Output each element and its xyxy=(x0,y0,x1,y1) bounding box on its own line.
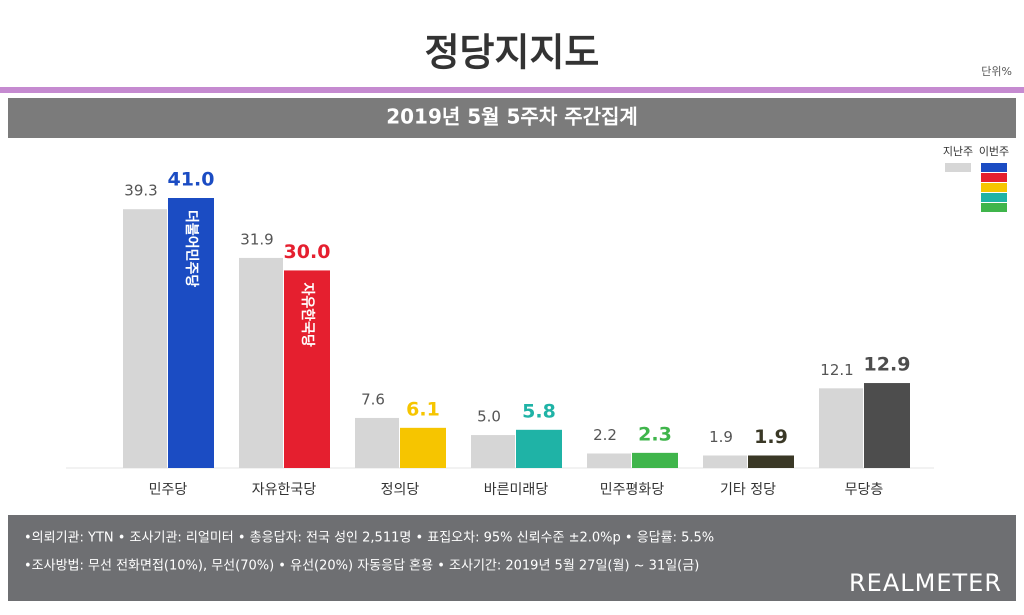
value-label: 31.9 xyxy=(240,230,273,248)
bar xyxy=(819,388,863,468)
source: REALMETER xyxy=(849,569,1002,597)
bar xyxy=(864,383,910,468)
value-label: 41.0 xyxy=(168,169,215,191)
value-label: 12.9 xyxy=(864,354,911,376)
footer-box xyxy=(8,515,1016,601)
value-label: 5.0 xyxy=(477,408,501,426)
bar xyxy=(471,435,515,468)
x-tick-label: 무당층 xyxy=(845,482,884,498)
x-tick-label: 자유한국당 xyxy=(252,482,317,498)
divider xyxy=(0,87,1024,93)
bar xyxy=(632,452,678,468)
bar xyxy=(748,455,794,468)
unit-note: 단위% xyxy=(981,65,1012,78)
value-label: 39.3 xyxy=(124,182,157,200)
x-tick-label: 정의당 xyxy=(381,482,420,498)
legend-swatch xyxy=(981,173,1007,182)
note: •조사방법: 무선 전화면접(10%), 무선(70%) • 유선(20%) 자… xyxy=(24,559,699,574)
value-label: 1.9 xyxy=(754,426,788,448)
value-label: 12.1 xyxy=(820,361,853,379)
legend-swatch xyxy=(981,203,1007,212)
subtitle: 2019년 5월 5주차 주간집계 xyxy=(386,105,638,129)
legend-label: 이번주 xyxy=(979,145,1009,158)
x-tick-label: 바른미래당 xyxy=(484,482,549,498)
value-label: 5.8 xyxy=(522,400,556,422)
bar xyxy=(355,417,399,468)
bar xyxy=(703,455,747,468)
bar xyxy=(284,270,330,468)
value-label: 2.2 xyxy=(593,426,617,444)
bar-text: 더불어민주당 xyxy=(183,210,200,287)
legend-swatch xyxy=(981,163,1007,172)
x-tick-label: 기타 정당 xyxy=(720,482,776,498)
bar xyxy=(123,209,167,468)
value-label: 30.0 xyxy=(284,241,331,263)
legend-swatch xyxy=(981,193,1007,202)
legend-swatch xyxy=(981,183,1007,192)
bar xyxy=(168,198,214,468)
note: •의뢰기관: YTN • 조사기관: 리얼미터 • 총응답자: 전국 성인 2,… xyxy=(24,531,714,546)
legend-swatch xyxy=(945,163,971,172)
subtitle-band xyxy=(8,98,1016,138)
x-tick-label: 민주평화당 xyxy=(600,482,665,498)
bar xyxy=(239,257,283,468)
value-label: 1.9 xyxy=(709,428,733,446)
value-label: 6.1 xyxy=(406,398,440,420)
legend-label: 지난주 xyxy=(943,145,973,158)
bar-text: 자유한국당 xyxy=(299,282,316,347)
bar xyxy=(587,453,631,468)
chart-title: 정당지지도 xyxy=(425,31,600,75)
bar xyxy=(516,429,562,468)
value-label: 2.3 xyxy=(638,423,672,445)
value-label: 7.6 xyxy=(361,390,385,408)
x-tick-label: 민주당 xyxy=(149,482,188,498)
bar xyxy=(400,427,446,468)
